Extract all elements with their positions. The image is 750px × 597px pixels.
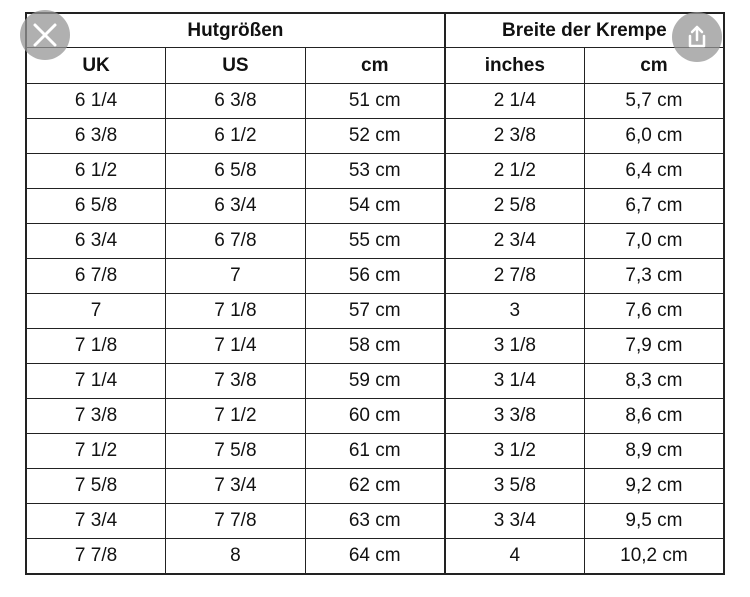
column-header-row: UK US cm inches cm <box>25 47 725 84</box>
table-cell: 2 3/4 <box>444 223 585 259</box>
column-header: US <box>165 47 306 84</box>
table-cell: 2 5/8 <box>444 188 585 224</box>
table-cell: 7,0 cm <box>583 223 725 259</box>
table-row: 6 7/8 7 56 cm 2 7/8 7,3 cm <box>25 258 725 294</box>
table-cell: 2 3/8 <box>444 118 585 154</box>
table-row: 7 1/8 7 1/4 58 cm 3 1/8 7,9 cm <box>25 328 725 364</box>
table-cell: 9,2 cm <box>583 468 725 504</box>
close-icon <box>33 23 57 47</box>
table-cell: 3 1/8 <box>444 328 585 364</box>
group-header: Hutgrößen <box>25 12 446 48</box>
table-cell: 7 5/8 <box>25 468 167 504</box>
table-cell: 61 cm <box>304 433 446 469</box>
table-cell: 7 1/2 <box>25 433 167 469</box>
table-cell: 6 5/8 <box>25 188 167 224</box>
table-cell: 3 5/8 <box>444 468 585 504</box>
table-cell: 2 7/8 <box>444 258 585 294</box>
table-row: 6 1/2 6 5/8 53 cm 2 1/2 6,4 cm <box>25 153 725 189</box>
table-cell: 6,7 cm <box>583 188 725 224</box>
table-cell: 3 <box>444 293 585 329</box>
table-cell: 64 cm <box>304 538 446 575</box>
close-button[interactable] <box>20 10 70 60</box>
table-cell: 62 cm <box>304 468 446 504</box>
table-cell: 52 cm <box>304 118 446 154</box>
table-cell: 58 cm <box>304 328 446 364</box>
table-cell: 7 7/8 <box>165 503 306 539</box>
table-row: 7 7/8 8 64 cm 4 10,2 cm <box>25 538 725 575</box>
table-row: 6 5/8 6 3/4 54 cm 2 5/8 6,7 cm <box>25 188 725 224</box>
table-cell: 7 <box>25 293 167 329</box>
table-cell: 9,5 cm <box>583 503 725 539</box>
table-row: 6 3/4 6 7/8 55 cm 2 3/4 7,0 cm <box>25 223 725 259</box>
table-cell: 8,3 cm <box>583 363 725 399</box>
table-cell: 63 cm <box>304 503 446 539</box>
table-cell: 8 <box>165 538 306 575</box>
table-cell: 10,2 cm <box>583 538 725 575</box>
column-header: inches <box>444 47 585 84</box>
table-cell: 53 cm <box>304 153 446 189</box>
table-cell: 6 7/8 <box>25 258 167 294</box>
table-cell: 6 5/8 <box>165 153 306 189</box>
table-cell: 57 cm <box>304 293 446 329</box>
table-cell: 4 <box>444 538 585 575</box>
table-cell: 51 cm <box>304 83 446 119</box>
table-cell: 6 3/4 <box>165 188 306 224</box>
table-cell: 7,6 cm <box>583 293 725 329</box>
table-row: 7 1/2 7 5/8 61 cm 3 1/2 8,9 cm <box>25 433 725 469</box>
table-row: 7 3/8 7 1/2 60 cm 3 3/8 8,6 cm <box>25 398 725 434</box>
table-cell: 6 1/2 <box>165 118 306 154</box>
table-cell: 60 cm <box>304 398 446 434</box>
table-cell: 7 1/4 <box>165 328 306 364</box>
table-cell: 5,7 cm <box>583 83 725 119</box>
table-cell: 7 1/8 <box>165 293 306 329</box>
column-header: cm <box>304 47 446 84</box>
group-header-row: Hutgrößen Breite der Krempe <box>25 12 725 48</box>
table-cell: 7 3/8 <box>25 398 167 434</box>
table-row: 7 5/8 7 3/4 62 cm 3 5/8 9,2 cm <box>25 468 725 504</box>
table-cell: 6 3/8 <box>165 83 306 119</box>
table-body: 6 1/4 6 3/8 51 cm 2 1/4 5,7 cm 6 3/8 6 1/2 52 c… <box>25 83 725 575</box>
table-cell: 7 5/8 <box>165 433 306 469</box>
table-cell: 7 1/8 <box>25 328 167 364</box>
table-cell: 7 1/2 <box>165 398 306 434</box>
table-cell: 6,0 cm <box>583 118 725 154</box>
table-cell: 54 cm <box>304 188 446 224</box>
table-cell: 2 1/2 <box>444 153 585 189</box>
table-cell: 7 3/4 <box>165 468 306 504</box>
table-cell: 3 3/4 <box>444 503 585 539</box>
table-cell: 8,6 cm <box>583 398 725 434</box>
table-cell: 6 1/4 <box>25 83 167 119</box>
table-cell: 6 3/4 <box>25 223 167 259</box>
table-cell: 3 3/8 <box>444 398 585 434</box>
table-cell: 7 1/4 <box>25 363 167 399</box>
table-cell: 8,9 cm <box>583 433 725 469</box>
share-icon <box>688 25 706 48</box>
table-cell: 6 7/8 <box>165 223 306 259</box>
table-cell: 3 1/2 <box>444 433 585 469</box>
share-button[interactable] <box>672 12 722 62</box>
table-cell: 59 cm <box>304 363 446 399</box>
table-row: 6 3/8 6 1/2 52 cm 2 3/8 6,0 cm <box>25 118 725 154</box>
table-cell: 3 1/4 <box>444 363 585 399</box>
table-cell: 6 3/8 <box>25 118 167 154</box>
table-cell: 7 7/8 <box>25 538 167 575</box>
table-cell: 2 1/4 <box>444 83 585 119</box>
table-cell: 7 <box>165 258 306 294</box>
table-cell: 7,9 cm <box>583 328 725 364</box>
table-cell: 7 3/4 <box>25 503 167 539</box>
table-row: 6 1/4 6 3/8 51 cm 2 1/4 5,7 cm <box>25 83 725 119</box>
table-row: 7 3/4 7 7/8 63 cm 3 3/4 9,5 cm <box>25 503 725 539</box>
size-table: Hutgrößen Breite der Krempe UK US cm inches… <box>25 12 725 575</box>
table-row: 7 1/4 7 3/8 59 cm 3 1/4 8,3 cm <box>25 363 725 399</box>
table-cell: 6,4 cm <box>583 153 725 189</box>
table-cell: 55 cm <box>304 223 446 259</box>
table-cell: 6 1/2 <box>25 153 167 189</box>
table-cell: 7 3/8 <box>165 363 306 399</box>
table-cell: 7,3 cm <box>583 258 725 294</box>
table-cell: 56 cm <box>304 258 446 294</box>
column-header: UK <box>25 47 167 84</box>
